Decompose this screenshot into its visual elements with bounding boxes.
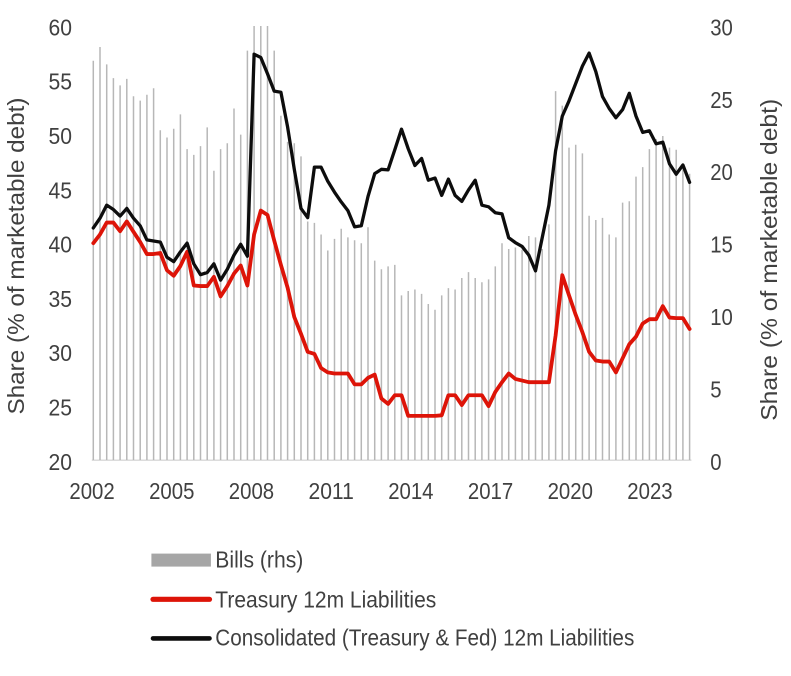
svg-text:Consolidated (Treasury & Fed): Consolidated (Treasury & Fed) 12m Liabil… <box>215 625 634 651</box>
svg-text:15: 15 <box>710 232 733 258</box>
svg-text:2008: 2008 <box>229 478 274 504</box>
svg-text:55: 55 <box>49 69 73 95</box>
svg-text:2005: 2005 <box>149 478 194 504</box>
svg-text:2002: 2002 <box>69 478 114 504</box>
svg-text:25: 25 <box>710 87 733 113</box>
svg-text:20: 20 <box>49 449 73 475</box>
svg-text:30: 30 <box>710 14 733 40</box>
svg-text:50: 50 <box>49 123 73 149</box>
svg-text:25: 25 <box>49 395 73 421</box>
svg-text:60: 60 <box>49 14 73 40</box>
svg-text:5: 5 <box>710 376 721 402</box>
svg-text:20: 20 <box>710 159 733 185</box>
svg-text:Share (% of marketable debt): Share (% of marketable debt) <box>3 98 29 415</box>
svg-text:0: 0 <box>710 449 721 475</box>
svg-text:Share (% of marketable debt): Share (% of marketable debt) <box>756 99 782 421</box>
svg-text:30: 30 <box>49 340 73 366</box>
svg-text:2011: 2011 <box>309 478 354 504</box>
svg-text:Bills (rhs): Bills (rhs) <box>215 547 303 573</box>
svg-text:2020: 2020 <box>548 478 593 504</box>
svg-text:40: 40 <box>49 232 73 258</box>
svg-text:Treasury 12m Liabilities: Treasury 12m Liabilities <box>215 586 436 612</box>
svg-text:35: 35 <box>49 286 73 312</box>
svg-text:10: 10 <box>710 304 733 330</box>
svg-text:2014: 2014 <box>388 478 433 504</box>
svg-text:45: 45 <box>49 177 73 203</box>
svg-text:2017: 2017 <box>468 478 513 504</box>
svg-text:2023: 2023 <box>627 478 672 504</box>
